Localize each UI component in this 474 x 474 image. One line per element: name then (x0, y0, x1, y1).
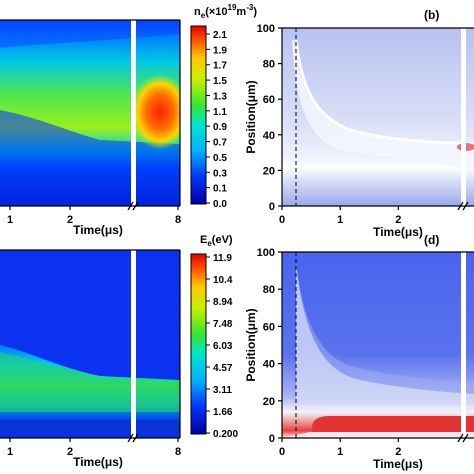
colorbar-tick-label: 1.5 (213, 76, 227, 87)
x-tick-label: 8 (175, 446, 181, 458)
x-axis-label-c: Time(μs) (73, 455, 123, 469)
y-tick-label: 80 (263, 59, 275, 71)
colorbar-tick-label: 8.94 (213, 297, 233, 308)
colorbar-tick-label: 1.66 (213, 407, 233, 418)
axis-break-bar (461, 28, 466, 206)
x-tick-label: 0 (279, 446, 285, 458)
y-tick-label: 80 (263, 284, 275, 296)
colorbar-tick-label: 1.7 (213, 61, 227, 72)
x-ticks-b: 0 1 2 (279, 206, 401, 226)
y-axis-label-b: Position(μm) (244, 80, 258, 153)
colorbar-a-ticks: 2.1 1.9 1.7 1.5 1.3 1.1 0.9 0.7 0.5 0.3 0.1 0.0 (206, 30, 227, 210)
colorbar-tick-label: 3.11 (213, 385, 232, 396)
colorbar-tick-label: 0.0 (213, 199, 227, 210)
colorbar-c: 11.9 10.4 8.94 7.48 6.03 4.57 3.11 1.66 0.200 Ee… (190, 234, 238, 440)
y-tick-label: 40 (263, 130, 275, 142)
x-tick-label: 8 (175, 214, 181, 226)
x-ticks-a: 1 2 8 (7, 206, 181, 226)
x-tick-label: 2 (67, 446, 73, 458)
y-tick-label: 40 (263, 359, 275, 371)
axis-break-bar (461, 252, 466, 438)
colorbar-tick-label: 0.1 (213, 184, 227, 195)
x-tick-label: 0 (279, 214, 285, 226)
x-tick-label: 1 (7, 446, 13, 458)
y-ticks-d: 0 20 40 60 80 100 (257, 247, 282, 445)
colorbar-a: 2.1 1.9 1.7 1.5 1.3 1.1 0.9 0.7 0.5 0.3 0.1 0.0 ne(… (190, 3, 257, 210)
panel-c-heatmap (0, 250, 180, 438)
y-tick-label: 20 (263, 165, 275, 177)
colorbar-c-title: Ee(eV) (200, 234, 233, 248)
axis-break-bar (131, 20, 136, 206)
x-tick-label: 1 (337, 214, 343, 226)
y-axis-label-d: Position(μm) (244, 308, 258, 381)
x-tick-label: 1 (337, 446, 343, 458)
panel-d-heatmap (282, 252, 474, 438)
colorbar-c-ticks: 11.9 10.4 8.94 7.48 6.03 4.57 3.11 1.66 0.200 (206, 253, 238, 440)
colorbar-tick-label: 0.3 (213, 168, 227, 179)
colorbar-tick-label: 11.9 (213, 253, 232, 264)
axis-break-bar (131, 250, 136, 438)
x-ticks-d: 0 1 2 (279, 438, 401, 458)
x-ticks-c: 1 2 8 (7, 438, 181, 458)
panel-d: 0 20 40 60 80 100 0 1 2 Position(μm) Time(μs) (… (244, 233, 474, 471)
panel-a: 1 2 8 Time(μs) (0, 19, 181, 237)
y-tick-label: 0 (269, 201, 275, 213)
colorbar-tick-label: 4.57 (213, 363, 233, 374)
x-tick-label: 2 (395, 214, 401, 226)
panel-b: 0 20 40 60 80 100 0 1 2 Position(μm) Time(μs) (… (244, 8, 474, 239)
y-tick-label: 20 (263, 396, 275, 408)
panel-label-b: (b) (424, 8, 439, 22)
y-tick-label: 0 (269, 433, 275, 445)
colorbar-tick-label: 6.03 (213, 341, 233, 352)
colorbar-tick-label: 0.7 (213, 138, 227, 149)
x-tick-label: 2 (395, 446, 401, 458)
axis-break-marks (127, 201, 469, 443)
y-ticks-b: 0 20 40 60 80 100 (257, 23, 282, 213)
colorbar-tick-label: 1.1 (213, 107, 227, 118)
colorbar-tick-label: 0.5 (213, 153, 227, 164)
panel-b-heatmap (282, 28, 474, 206)
panel-c: 1 2 8 Time(μs) (0, 249, 181, 469)
y-tick-label: 60 (263, 321, 275, 333)
colorbar-tick-label: 0.9 (213, 122, 227, 133)
colorbar-a-title: ne(×1019m-3) (194, 3, 257, 20)
colorbar-tick-label: 1.3 (213, 91, 227, 102)
y-tick-label: 100 (257, 23, 275, 35)
colorbar-tick-label: 7.48 (213, 319, 233, 330)
colorbar-tick-label: 2.1 (213, 30, 227, 41)
y-tick-label: 100 (257, 247, 275, 259)
panel-label-d: (d) (424, 233, 439, 247)
colorbar-tick-label: 1.9 (213, 45, 227, 56)
y-tick-label: 60 (263, 94, 275, 106)
colorbar-tick-label: 0.200 (213, 429, 238, 440)
colorbar-tick-label: 10.4 (213, 275, 233, 286)
x-tick-label: 2 (67, 214, 73, 226)
panel-a-heatmap (0, 20, 180, 206)
x-tick-label: 1 (7, 214, 13, 226)
x-axis-label-d: Time(μs) (373, 457, 423, 471)
x-axis-label-b: Time(μs) (373, 225, 423, 239)
x-axis-label-a: Time(μs) (73, 223, 123, 237)
